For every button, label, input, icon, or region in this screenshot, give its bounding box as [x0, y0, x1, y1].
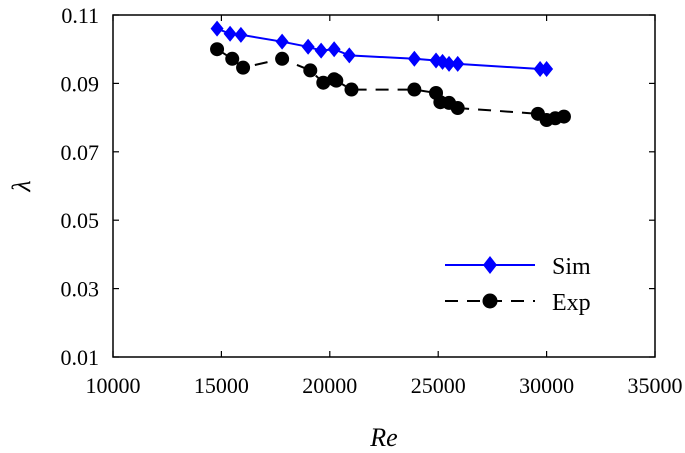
x-tick-label: 15000 — [194, 373, 249, 398]
series-exp-line — [216, 48, 565, 122]
series-sim-point — [275, 33, 289, 50]
series-exp-point — [275, 51, 290, 66]
x-tick-label: 20000 — [302, 373, 357, 398]
plot-area — [112, 14, 656, 358]
y-tick-label: 0.03 — [61, 277, 100, 302]
x-tick-label: 35000 — [628, 373, 683, 398]
y-tick-label: 0.07 — [61, 140, 100, 165]
series-exp-point — [316, 75, 331, 90]
y-tick-label: 0.11 — [61, 3, 99, 28]
legend-exp-marker — [482, 293, 498, 309]
x-tick-labels: 10000 15000 20000 25000 30000 35000 — [86, 373, 683, 398]
series-sim — [210, 20, 554, 78]
legend: Sim Exp — [445, 254, 591, 316]
series-sim-point — [314, 42, 328, 59]
x-tick-label: 10000 — [86, 373, 141, 398]
series-exp-point — [556, 109, 571, 124]
series-sim-point — [301, 38, 315, 55]
series-sim-point — [210, 20, 224, 37]
x-axis-title: Re — [369, 423, 397, 452]
series-sim-point — [451, 55, 465, 72]
series-exp-point — [407, 82, 422, 97]
series-exp-point — [236, 60, 251, 75]
y-tick-label: 0.05 — [61, 208, 100, 233]
x-tick-label: 25000 — [411, 373, 466, 398]
series-exp-point — [450, 101, 465, 116]
legend-sim-marker — [483, 256, 497, 274]
series-sim-point — [234, 26, 248, 43]
x-tick-label: 30000 — [519, 373, 574, 398]
series-exp-point — [225, 51, 240, 66]
legend-sim-label: Sim — [552, 254, 591, 280]
series-exp — [210, 42, 571, 127]
y-axis-title: λ — [7, 180, 36, 192]
series-sim-point — [223, 25, 237, 42]
legend-exp-label: Exp — [552, 290, 591, 316]
y-tick-labels: 0.01 0.03 0.05 0.07 0.09 0.11 — [61, 3, 100, 370]
series-layer — [210, 20, 571, 127]
series-exp-point — [329, 73, 344, 88]
axis-ticks — [112, 14, 656, 358]
series-exp-point — [344, 82, 359, 97]
y-tick-label: 0.09 — [61, 71, 100, 96]
series-sim-point — [533, 61, 547, 78]
y-tick-label: 0.01 — [61, 345, 100, 370]
series-sim-point — [327, 41, 341, 58]
series-sim-point — [442, 55, 456, 72]
series-sim-point — [407, 50, 421, 67]
series-sim-point — [540, 61, 554, 78]
series-sim-point — [342, 47, 356, 64]
series-exp-point — [210, 42, 225, 57]
series-exp-point — [303, 63, 318, 78]
